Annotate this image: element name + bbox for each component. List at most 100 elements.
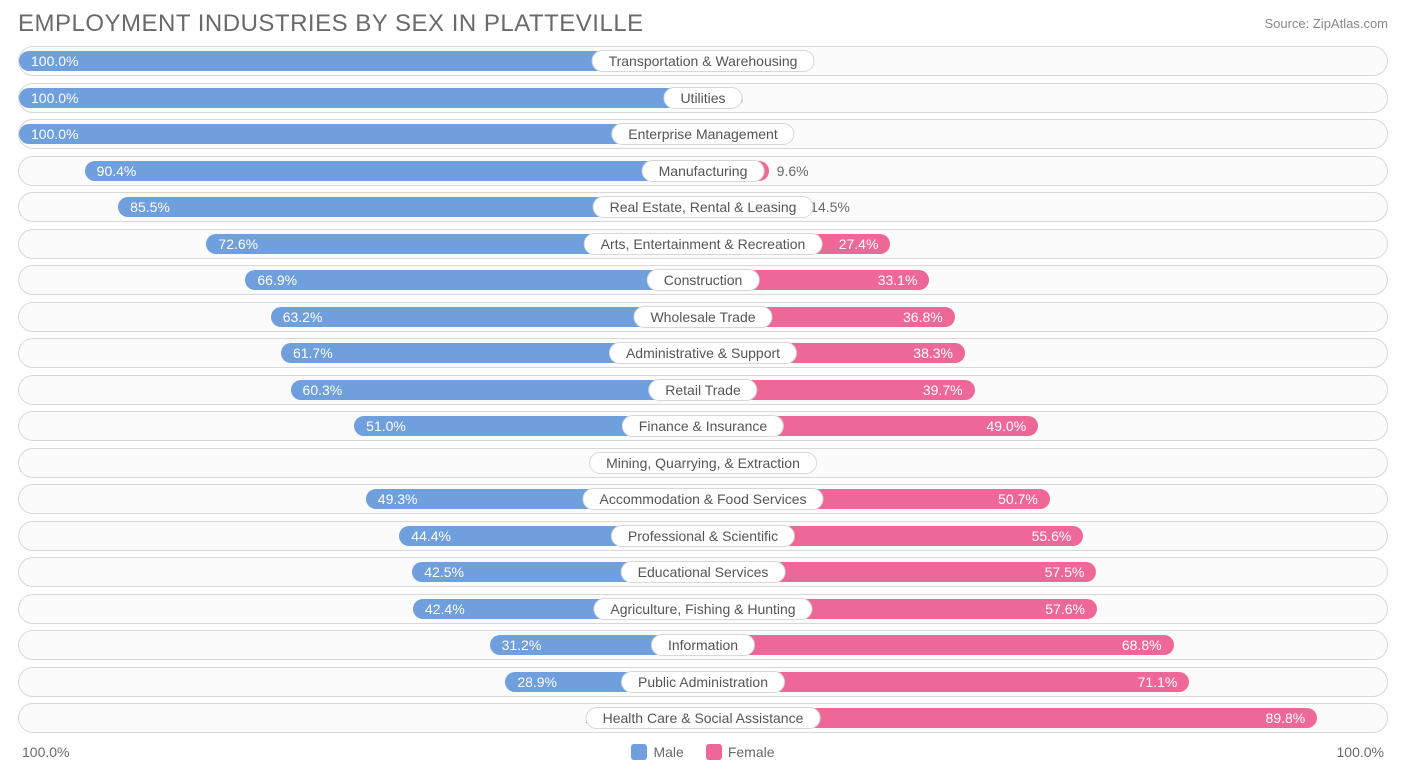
half-female: 38.3%	[703, 339, 1387, 367]
pct-female: 57.5%	[1045, 564, 1097, 580]
pct-male: 63.2%	[271, 309, 323, 325]
half-male: 61.7%	[19, 339, 703, 367]
pct-female: 57.6%	[1045, 601, 1097, 617]
pct-female: 39.7%	[923, 382, 975, 398]
pct-female: 36.8%	[903, 309, 955, 325]
category-label: Professional & Scientific	[611, 525, 795, 547]
chart-rows: 100.0%0.0%Transportation & Warehousing10…	[18, 46, 1388, 733]
category-label: Enterprise Management	[611, 123, 794, 145]
chart-row: 72.6% 27.4% Arts, Entertainment & Recreati…	[18, 229, 1388, 259]
half-female: 68.8%	[703, 631, 1387, 659]
half-female: 33.1%	[703, 266, 1387, 294]
half-female: 9.6%	[703, 157, 1387, 185]
chart-row: 0.0%0.0%Mining, Quarrying, & Extraction	[18, 448, 1388, 478]
pct-female: 55.6%	[1032, 528, 1084, 544]
bar-male	[85, 161, 703, 181]
chart-header: EMPLOYMENT INDUSTRIES BY SEX IN PLATTEVI…	[18, 10, 1388, 46]
category-label: Real Estate, Rental & Leasing	[593, 196, 814, 218]
chart-row: 63.2% 36.8% Wholesale Trade	[18, 302, 1388, 332]
half-male: 66.9%	[19, 266, 703, 294]
category-label: Information	[651, 634, 755, 656]
half-female: 55.6%	[703, 522, 1387, 550]
pct-male: 61.7%	[281, 345, 333, 361]
half-male: 44.4%	[19, 522, 703, 550]
chart-row: 42.4% 57.6% Agriculture, Fishing & Hunting	[18, 594, 1388, 624]
chart-row: 49.3%50.7%Accommodation & Food Services	[18, 484, 1388, 514]
category-label: Agriculture, Fishing & Hunting	[593, 598, 812, 620]
category-label: Transportation & Warehousing	[592, 50, 815, 72]
category-label: Finance & Insurance	[622, 415, 784, 437]
legend: Male Female	[631, 744, 774, 760]
pct-male: 28.9%	[505, 674, 557, 690]
chart-row: 60.3% 39.7% Retail Trade	[18, 375, 1388, 405]
category-label: Manufacturing	[642, 160, 765, 182]
half-male: 100.0%	[19, 120, 703, 148]
chart-row: 44.4% 55.6% Professional & Scientific	[18, 521, 1388, 551]
category-label: Mining, Quarrying, & Extraction	[589, 452, 817, 474]
pct-male: 85.5%	[118, 199, 170, 215]
legend-item-female: Female	[706, 744, 775, 760]
pct-female: 9.6%	[769, 163, 809, 179]
pct-male: 42.4%	[413, 601, 465, 617]
pct-male: 100.0%	[19, 90, 78, 106]
category-label: Educational Services	[621, 561, 786, 583]
chart-row: 85.5%14.5%Real Estate, Rental & Leasing	[18, 192, 1388, 222]
pct-female: 38.3%	[913, 345, 965, 361]
chart-row: 42.5% 57.5% Educational Services	[18, 557, 1388, 587]
pct-male: 60.3%	[291, 382, 343, 398]
pct-male: 100.0%	[19, 53, 78, 69]
chart-row: 28.9%71.1%Public Administration	[18, 667, 1388, 697]
bar-male	[19, 88, 703, 108]
legend-label-female: Female	[728, 744, 775, 760]
pct-male: 100.0%	[19, 126, 78, 142]
pct-female: 71.1%	[1138, 674, 1190, 690]
pct-female: 89.8%	[1266, 710, 1318, 726]
pct-female: 33.1%	[878, 272, 930, 288]
chart-container: EMPLOYMENT INDUSTRIES BY SEX IN PLATTEVI…	[0, 0, 1406, 776]
pct-male: 49.3%	[366, 491, 418, 507]
chart-row: 90.4% 9.6%Manufacturing	[18, 156, 1388, 186]
pct-male: 51.0%	[354, 418, 406, 434]
pct-female: 68.8%	[1122, 637, 1174, 653]
half-male: 51.0%	[19, 412, 703, 440]
chart-row: 10.3%89.8%Health Care & Social Assistanc…	[18, 703, 1388, 733]
half-female: 39.7%	[703, 376, 1387, 404]
pct-male: 44.4%	[399, 528, 451, 544]
chart-row: 100.0% 0.0%Utilities	[18, 83, 1388, 113]
bar-male	[19, 124, 703, 144]
half-male: 100.0%	[19, 84, 703, 112]
pct-female: 50.7%	[998, 491, 1050, 507]
pct-female: 27.4%	[839, 236, 891, 252]
category-label: Arts, Entertainment & Recreation	[584, 233, 823, 255]
chart-row: 61.7% 38.3% Administrative & Support	[18, 338, 1388, 368]
half-female: 57.5%	[703, 558, 1387, 586]
bar-male	[291, 380, 703, 400]
half-male: 42.5%	[19, 558, 703, 586]
category-label: Retail Trade	[648, 379, 757, 401]
legend-item-male: Male	[631, 744, 683, 760]
half-female: 49.0%	[703, 412, 1387, 440]
axis-left-label: 100.0%	[22, 744, 69, 760]
category-label: Utilities	[663, 87, 742, 109]
chart-row: 31.2% 68.8% Information	[18, 630, 1388, 660]
bar-female	[703, 635, 1174, 655]
pct-male: 42.5%	[412, 564, 464, 580]
pct-male: 66.9%	[245, 272, 297, 288]
pct-male: 72.6%	[206, 236, 258, 252]
axis-right-label: 100.0%	[1337, 744, 1384, 760]
chart-row: 66.9% 33.1% Construction	[18, 265, 1388, 295]
category-label: Administrative & Support	[609, 342, 797, 364]
category-label: Wholesale Trade	[633, 306, 772, 328]
pct-male: 31.2%	[490, 637, 542, 653]
half-male: 31.2%	[19, 631, 703, 659]
chart-title: EMPLOYMENT INDUSTRIES BY SEX IN PLATTEVI…	[18, 10, 644, 38]
category-label: Construction	[647, 269, 760, 291]
category-label: Health Care & Social Assistance	[586, 707, 821, 729]
half-male: 28.9%	[19, 668, 703, 696]
legend-label-male: Male	[653, 744, 683, 760]
chart-row: 100.0%0.0%Transportation & Warehousing	[18, 46, 1388, 76]
bar-male	[245, 270, 703, 290]
half-male: 90.4%	[19, 157, 703, 185]
half-female: 0.0%	[703, 84, 1387, 112]
pct-female: 49.0%	[986, 418, 1038, 434]
